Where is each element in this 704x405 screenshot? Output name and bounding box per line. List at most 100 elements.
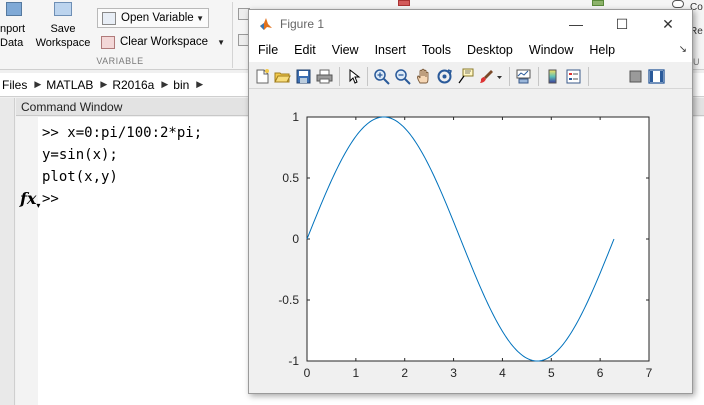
toolbar-divider (538, 67, 539, 86)
hide-plot-tools-icon[interactable] (627, 68, 644, 85)
minimize-icon: — (569, 16, 583, 32)
edit-plot-arrow-icon[interactable] (345, 68, 362, 85)
chevron-down-icon: ▼ (196, 13, 204, 23)
open-variable-icon (102, 11, 116, 25)
command-line: plot(x,y) (42, 169, 118, 185)
import-label-line2: Data (0, 37, 24, 49)
figure-title: Figure 1 (280, 17, 325, 31)
command-line: >> x=0:pi/100:2*pi; (42, 125, 203, 141)
save-workspace-label-line1: Save (50, 23, 76, 35)
menu-edit[interactable]: Edit (294, 43, 316, 57)
x-axis-ticks: 0 1 2 3 4 5 6 7 (304, 117, 653, 380)
y-tick-label: 0.5 (282, 171, 299, 185)
variable-group-label: VARIABLE (96, 56, 144, 66)
x-tick-label: 1 (353, 366, 360, 380)
minimize-button[interactable]: — (553, 10, 599, 38)
y-axis-ticks: -1 -0.5 0 0.5 1 (278, 110, 649, 368)
x-tick-label: 3 (450, 366, 457, 380)
toolbar-divider (367, 67, 368, 86)
chevron-down-icon: ▾ (36, 200, 41, 210)
plot-axes[interactable] (306, 116, 650, 362)
print-icon[interactable] (316, 68, 333, 85)
zoom-in-icon[interactable] (373, 68, 390, 85)
breadcrumb-item[interactable]: R2016a (112, 77, 155, 92)
save-icon[interactable] (295, 68, 312, 85)
sine-line[interactable] (306, 116, 615, 362)
chevron-down-icon[interactable] (495, 68, 504, 85)
import-label-line1: nport (0, 23, 26, 35)
toolstrip-small-icon[interactable] (592, 0, 604, 6)
menu-tools[interactable]: Tools (421, 43, 452, 57)
x-tick-label: 0 (304, 366, 311, 380)
brush-icon[interactable] (478, 68, 495, 85)
open-variable-label: Open Variable (121, 12, 194, 24)
data-cursor-icon[interactable] (457, 68, 474, 85)
zoom-out-icon[interactable] (394, 68, 411, 85)
menu-desktop[interactable]: Desktop (467, 43, 513, 57)
breadcrumb-item[interactable]: MATLAB (46, 77, 94, 92)
breadcrumb-arrow-icon[interactable]: ▶ (100, 79, 108, 89)
figure-menubar: File Edit View Insert Tools Desktop Wind… (249, 38, 692, 62)
community-label[interactable]: Co (690, 2, 703, 13)
toolstrip-small-icon[interactable] (398, 0, 410, 6)
y-tick-label: 1 (292, 110, 299, 124)
menu-insert[interactable]: Insert (374, 43, 406, 57)
fx-icon: fx (20, 189, 37, 208)
request-support-label[interactable]: Re (690, 26, 703, 37)
save-workspace-button[interactable]: Save Workspace (32, 2, 94, 50)
chevron-down-icon: ▼ (217, 37, 225, 47)
save-workspace-label-line2: Workspace (35, 37, 91, 49)
matlab-logo-icon (260, 18, 272, 30)
x-tick-label: 7 (646, 366, 653, 380)
dock-arrow-icon[interactable]: ↘ (678, 44, 687, 55)
menu-view[interactable]: View (331, 43, 359, 57)
clear-workspace-icon (101, 35, 115, 49)
y-tick-label: -0.5 (278, 293, 299, 307)
command-line: y=sin(x); (42, 147, 118, 163)
toolbar-divider (588, 67, 589, 86)
figure-titlebar[interactable]: Figure 1 — ☐ ✕ (249, 10, 692, 38)
clear-workspace-label: Clear Workspace (120, 36, 208, 48)
y-tick-label: -1 (288, 354, 299, 368)
command-window-gutter (16, 117, 38, 405)
open-file-icon[interactable] (274, 68, 291, 85)
toolstrip-divider (232, 2, 233, 68)
y-tick-label: 0 (292, 232, 299, 246)
breadcrumb-arrow-icon[interactable]: ▶ (34, 79, 42, 89)
rotate-3d-icon[interactable] (436, 68, 453, 85)
breadcrumb-item[interactable]: Files (2, 77, 28, 92)
help-icon[interactable] (672, 0, 684, 8)
breadcrumb-item[interactable]: bin (173, 77, 190, 92)
open-variable-button[interactable]: Open Variable ▼ (97, 8, 209, 28)
maximize-icon: ☐ (615, 16, 629, 32)
figure-canvas[interactable]: 0 1 2 3 4 5 6 7 -1 -0.5 0 0.5 1 (249, 90, 692, 393)
sine-plot[interactable]: 0 1 2 3 4 5 6 7 -1 -0.5 0 0.5 1 (249, 90, 692, 393)
x-tick-label: 5 (548, 366, 555, 380)
left-panel-strip[interactable] (0, 98, 15, 405)
clear-workspace-button[interactable]: Clear Workspace ▼ (97, 32, 229, 52)
close-button[interactable]: ✕ (645, 10, 691, 38)
x-tick-label: 4 (499, 366, 506, 380)
breadcrumb-arrow-icon[interactable]: ▶ (196, 79, 204, 89)
menu-help[interactable]: Help (589, 43, 616, 57)
link-plot-icon[interactable] (515, 68, 532, 85)
pan-icon[interactable] (415, 68, 432, 85)
figure-toolbar (249, 63, 692, 89)
figure-window: Figure 1 — ☐ ✕ File Edit View Insert Too… (248, 9, 693, 394)
import-data-button[interactable]: nport Data (0, 2, 26, 50)
command-prompt[interactable]: >> (42, 191, 59, 207)
import-data-icon (6, 2, 22, 16)
x-tick-label: 2 (401, 366, 408, 380)
menu-file[interactable]: File (258, 43, 279, 57)
breadcrumb-arrow-icon[interactable]: ▶ (161, 79, 169, 89)
function-browser-button[interactable]: fx▾ (20, 189, 40, 210)
x-tick-label: 6 (597, 366, 604, 380)
show-plot-tools-icon[interactable] (648, 68, 665, 85)
insert-colorbar-icon[interactable] (544, 68, 561, 85)
menu-window[interactable]: Window (528, 43, 574, 57)
insert-legend-icon[interactable] (565, 68, 582, 85)
maximize-button[interactable]: ☐ (599, 10, 645, 38)
new-figure-icon[interactable] (254, 68, 271, 85)
toolbar-divider (509, 67, 510, 86)
